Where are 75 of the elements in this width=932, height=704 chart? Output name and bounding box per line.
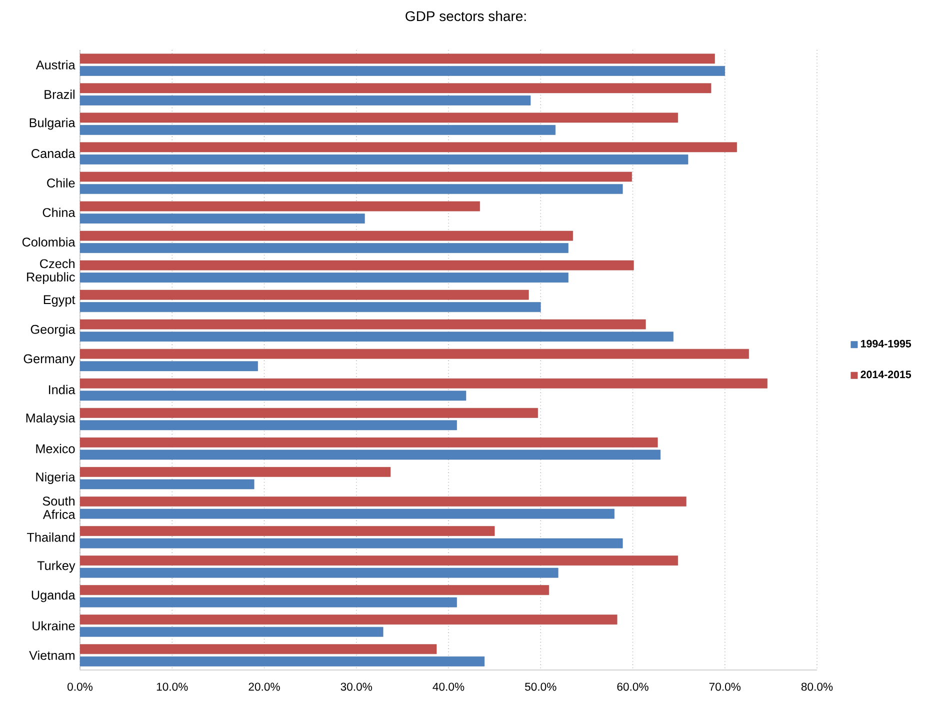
legend-label: 2014-2015 (860, 370, 912, 378)
y-tick-label: Brazil (44, 90, 74, 99)
bar (80, 420, 457, 430)
bar (80, 585, 550, 596)
bar (80, 54, 715, 64)
y-tick-label: Georgia (30, 324, 76, 336)
bar (80, 390, 466, 401)
y-tick-label: Egypt (44, 295, 76, 307)
bar (80, 230, 574, 241)
bar (80, 378, 768, 388)
bar (80, 201, 480, 212)
y-tick-label: Colombia (22, 237, 76, 247)
y-tick-label: Ukraine (32, 621, 75, 630)
bar (80, 319, 646, 330)
bar (80, 66, 726, 76)
x-tick-label: 20.0% (248, 682, 280, 691)
bar (80, 260, 634, 270)
y-tick-label: South Africa (42, 496, 76, 519)
bar (80, 332, 674, 342)
bar (80, 568, 558, 578)
y-tick-label: Czech Republic (27, 258, 75, 284)
y-tick-label: Germany (24, 354, 76, 366)
bar (80, 83, 712, 94)
bar (80, 408, 538, 418)
bar (80, 214, 365, 224)
bar (80, 526, 495, 536)
bar (80, 538, 623, 548)
bar (80, 142, 737, 152)
chart-title: GDP sectors share: (406, 10, 526, 22)
bar (80, 96, 531, 106)
bar (80, 508, 614, 519)
y-tick-label: Uganda (32, 590, 76, 602)
bar (80, 556, 678, 566)
y-tick-label: India (48, 384, 76, 394)
x-tick-label: 10.0% (156, 682, 188, 691)
bar (80, 272, 568, 283)
x-tick-label: 70.0% (709, 682, 741, 691)
bar (80, 467, 391, 477)
bar (80, 361, 258, 372)
bar (80, 243, 568, 253)
bar (80, 348, 749, 359)
x-tick-label: 60.0% (617, 682, 648, 691)
bar (80, 302, 541, 312)
bar (80, 172, 632, 182)
y-tick-label: Turkey (37, 560, 76, 573)
x-tick-label: 0.0% (68, 682, 93, 691)
y-tick-label: China (42, 208, 76, 218)
y-tick-label: Canada (32, 148, 76, 158)
y-tick-label: Bulgaria (30, 118, 76, 130)
y-tick-label: Thailand (26, 532, 74, 542)
bar (80, 154, 688, 164)
bar (80, 290, 529, 300)
legend-label: 1994-1995 (861, 340, 912, 348)
x-tick-label: 80.0% (801, 682, 833, 691)
bar (80, 644, 437, 654)
bar (80, 184, 623, 194)
bar (80, 614, 618, 625)
bar (80, 597, 457, 608)
bar (80, 626, 384, 637)
bar (80, 496, 686, 506)
y-tick-label: Chile (47, 178, 75, 188)
y-tick-label: Vietnam (29, 650, 74, 660)
bar (80, 450, 661, 460)
bar (80, 112, 678, 123)
bar (80, 479, 254, 490)
x-tick-label: 30.0% (340, 682, 372, 691)
y-tick-label: Malaysia (26, 413, 76, 425)
x-tick-label: 40.0% (432, 682, 464, 691)
bar (80, 438, 658, 448)
x-tick-label: 50.0% (525, 682, 556, 691)
bar (80, 125, 556, 135)
y-tick-label: Austria (36, 60, 76, 70)
y-tick-label: Mexico (36, 444, 75, 454)
y-tick-label: Nigeria (36, 472, 76, 484)
bar (80, 656, 485, 666)
